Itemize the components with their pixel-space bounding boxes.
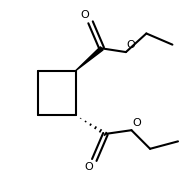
Polygon shape (76, 47, 103, 71)
Text: O: O (81, 10, 89, 20)
Text: O: O (84, 162, 93, 172)
Text: O: O (132, 118, 141, 128)
Text: O: O (127, 40, 136, 50)
